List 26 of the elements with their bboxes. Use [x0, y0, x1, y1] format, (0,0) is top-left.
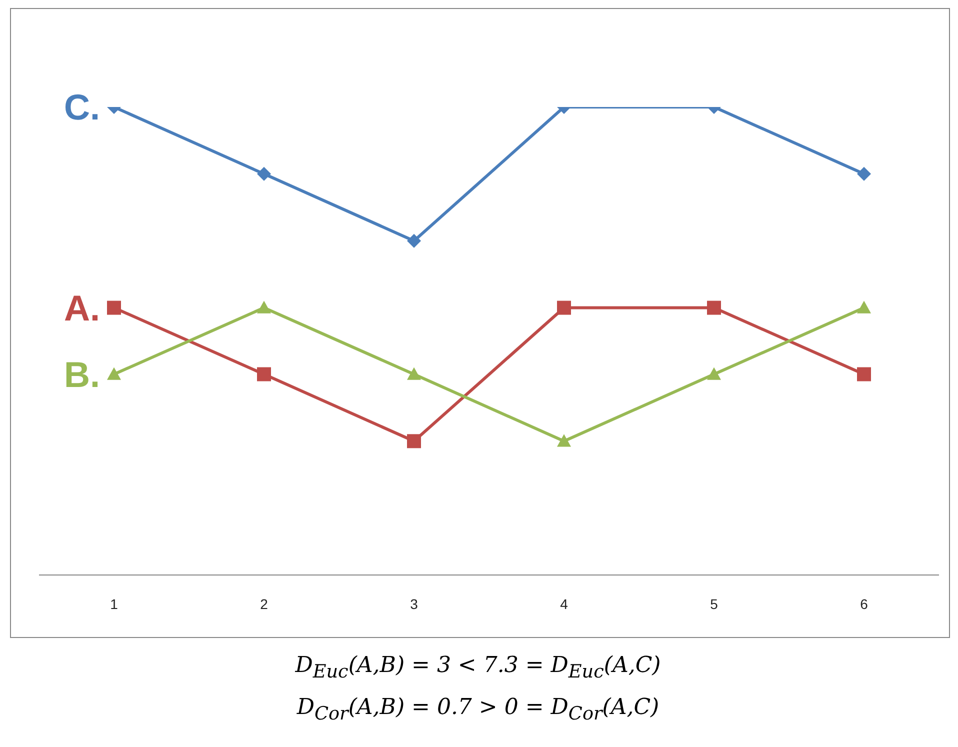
- point: [107, 367, 121, 380]
- point: [407, 234, 421, 248]
- point: [707, 367, 721, 380]
- text: D$_{Euc}$(A,B) = 3 < 7.3 = D$_{Euc}$(A,C): [294, 652, 662, 684]
- point: [407, 367, 421, 380]
- point: [257, 300, 271, 314]
- x-tick-label: 6: [860, 596, 868, 612]
- point: [557, 300, 571, 315]
- point: [857, 300, 871, 314]
- point: [707, 300, 721, 315]
- point: [857, 166, 871, 181]
- point: [557, 434, 571, 447]
- x-tick-label: 2: [260, 596, 268, 612]
- x-tick-label: 5: [710, 596, 718, 612]
- series-label: A.: [64, 287, 100, 328]
- x-tick-label: 3: [410, 596, 418, 612]
- text: D$_{Cor}$(A,B) = 0.7 > 0 = D$_{Cor}$(A,C): [296, 694, 660, 727]
- series-label: C.: [64, 86, 100, 128]
- point: [857, 367, 871, 382]
- point: [407, 434, 421, 448]
- point: [107, 300, 121, 315]
- point: [257, 166, 271, 181]
- series-label: B.: [64, 354, 100, 395]
- x-tick-label: 1: [110, 596, 118, 612]
- point: [257, 367, 271, 382]
- x-tick-label: 4: [560, 596, 568, 612]
